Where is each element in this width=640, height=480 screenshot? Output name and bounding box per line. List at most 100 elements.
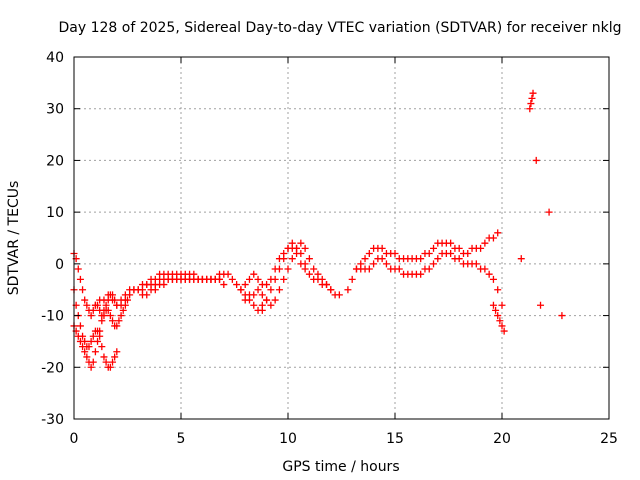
data-point (365, 250, 373, 258)
data-point (104, 291, 112, 299)
data-point (496, 317, 504, 325)
plot-frame (73, 56, 610, 420)
series-track-k (489, 89, 566, 335)
y-tick-label: 10 (46, 205, 64, 221)
data-point (526, 105, 534, 113)
x-tick-label: 5 (177, 431, 186, 447)
data-point (85, 343, 93, 351)
x-tick-label: 15 (386, 431, 404, 447)
series-track-j (352, 250, 506, 309)
data-point (113, 322, 121, 330)
data-point (327, 286, 335, 294)
y-axis-ticks: -30 -20 -10 0 10 20 30 40 (41, 50, 609, 428)
data-point (102, 301, 110, 309)
chart-title: Day 128 of 2025, Sidereal Day-to-day VTE… (59, 20, 622, 36)
series-track-h (258, 239, 309, 309)
data-point (395, 265, 403, 273)
data-point (250, 301, 258, 309)
data-point (106, 363, 114, 371)
data-point (425, 265, 433, 273)
y-axis-label: SDTVAR / TECUs (6, 181, 22, 296)
data-point (258, 291, 266, 299)
data-point (245, 275, 253, 283)
data-point (94, 337, 102, 345)
data-point (100, 353, 108, 361)
data-point (91, 301, 99, 309)
data-point (529, 89, 537, 97)
data-point (98, 312, 106, 320)
data-point (100, 306, 108, 314)
data-point (365, 265, 373, 273)
data-point (477, 244, 485, 252)
data-point (89, 306, 97, 314)
data-point (417, 270, 425, 278)
data-point (81, 296, 89, 304)
data-point (301, 244, 309, 252)
data-point (109, 358, 117, 366)
data-point (417, 255, 425, 263)
data-point (211, 275, 219, 283)
data-point (494, 229, 502, 237)
data-point (117, 312, 125, 320)
data-point (271, 296, 279, 304)
series-track-f (237, 244, 343, 299)
data-point (391, 250, 399, 258)
x-tick-label: 10 (279, 431, 297, 447)
data-point (489, 301, 497, 309)
data-point (318, 275, 326, 283)
data-point (293, 244, 301, 252)
data-point (492, 306, 500, 314)
data-point (109, 317, 117, 325)
data-point (500, 327, 508, 335)
data-point (378, 255, 386, 263)
data-point (288, 255, 296, 263)
data-point (434, 255, 442, 263)
data-point (258, 301, 266, 309)
data-point (74, 265, 82, 273)
data-point (489, 234, 497, 242)
data-point (160, 281, 168, 289)
data-point (348, 275, 356, 283)
series-track-a (70, 296, 131, 371)
data-point (76, 322, 84, 330)
x-tick-label: 25 (600, 431, 618, 447)
data-point (113, 348, 121, 356)
data-point (87, 363, 95, 371)
data-point (83, 301, 91, 309)
data-point (121, 291, 129, 299)
data-point (106, 312, 114, 320)
data-point (151, 286, 159, 294)
data-point (113, 301, 121, 309)
data-point (263, 281, 271, 289)
data-point (98, 343, 106, 351)
data-point (310, 265, 318, 273)
data-point (494, 286, 502, 294)
data-point (267, 286, 275, 294)
data-point (263, 296, 271, 304)
data-point (378, 244, 386, 252)
data-point (91, 348, 99, 356)
data-point (81, 348, 89, 356)
data-point (87, 337, 95, 345)
data-point (220, 281, 228, 289)
data-point (288, 239, 296, 247)
data-point (275, 286, 283, 294)
data-point (267, 301, 275, 309)
data-point (464, 250, 472, 258)
data-point (447, 239, 455, 247)
series-track-e (138, 270, 266, 314)
data-point (117, 296, 125, 304)
data-point (254, 286, 262, 294)
x-axis-label: GPS time / hours (282, 459, 399, 475)
data-point (81, 337, 89, 345)
data-point (254, 275, 262, 283)
data-point (250, 270, 258, 278)
data-point (109, 296, 117, 304)
data-point (485, 270, 493, 278)
data-point (314, 270, 322, 278)
grid-lines (74, 57, 609, 419)
data-point (528, 94, 536, 102)
y-tick-label: 20 (46, 153, 64, 169)
data-point (498, 322, 506, 330)
x-tick-label: 20 (493, 431, 511, 447)
